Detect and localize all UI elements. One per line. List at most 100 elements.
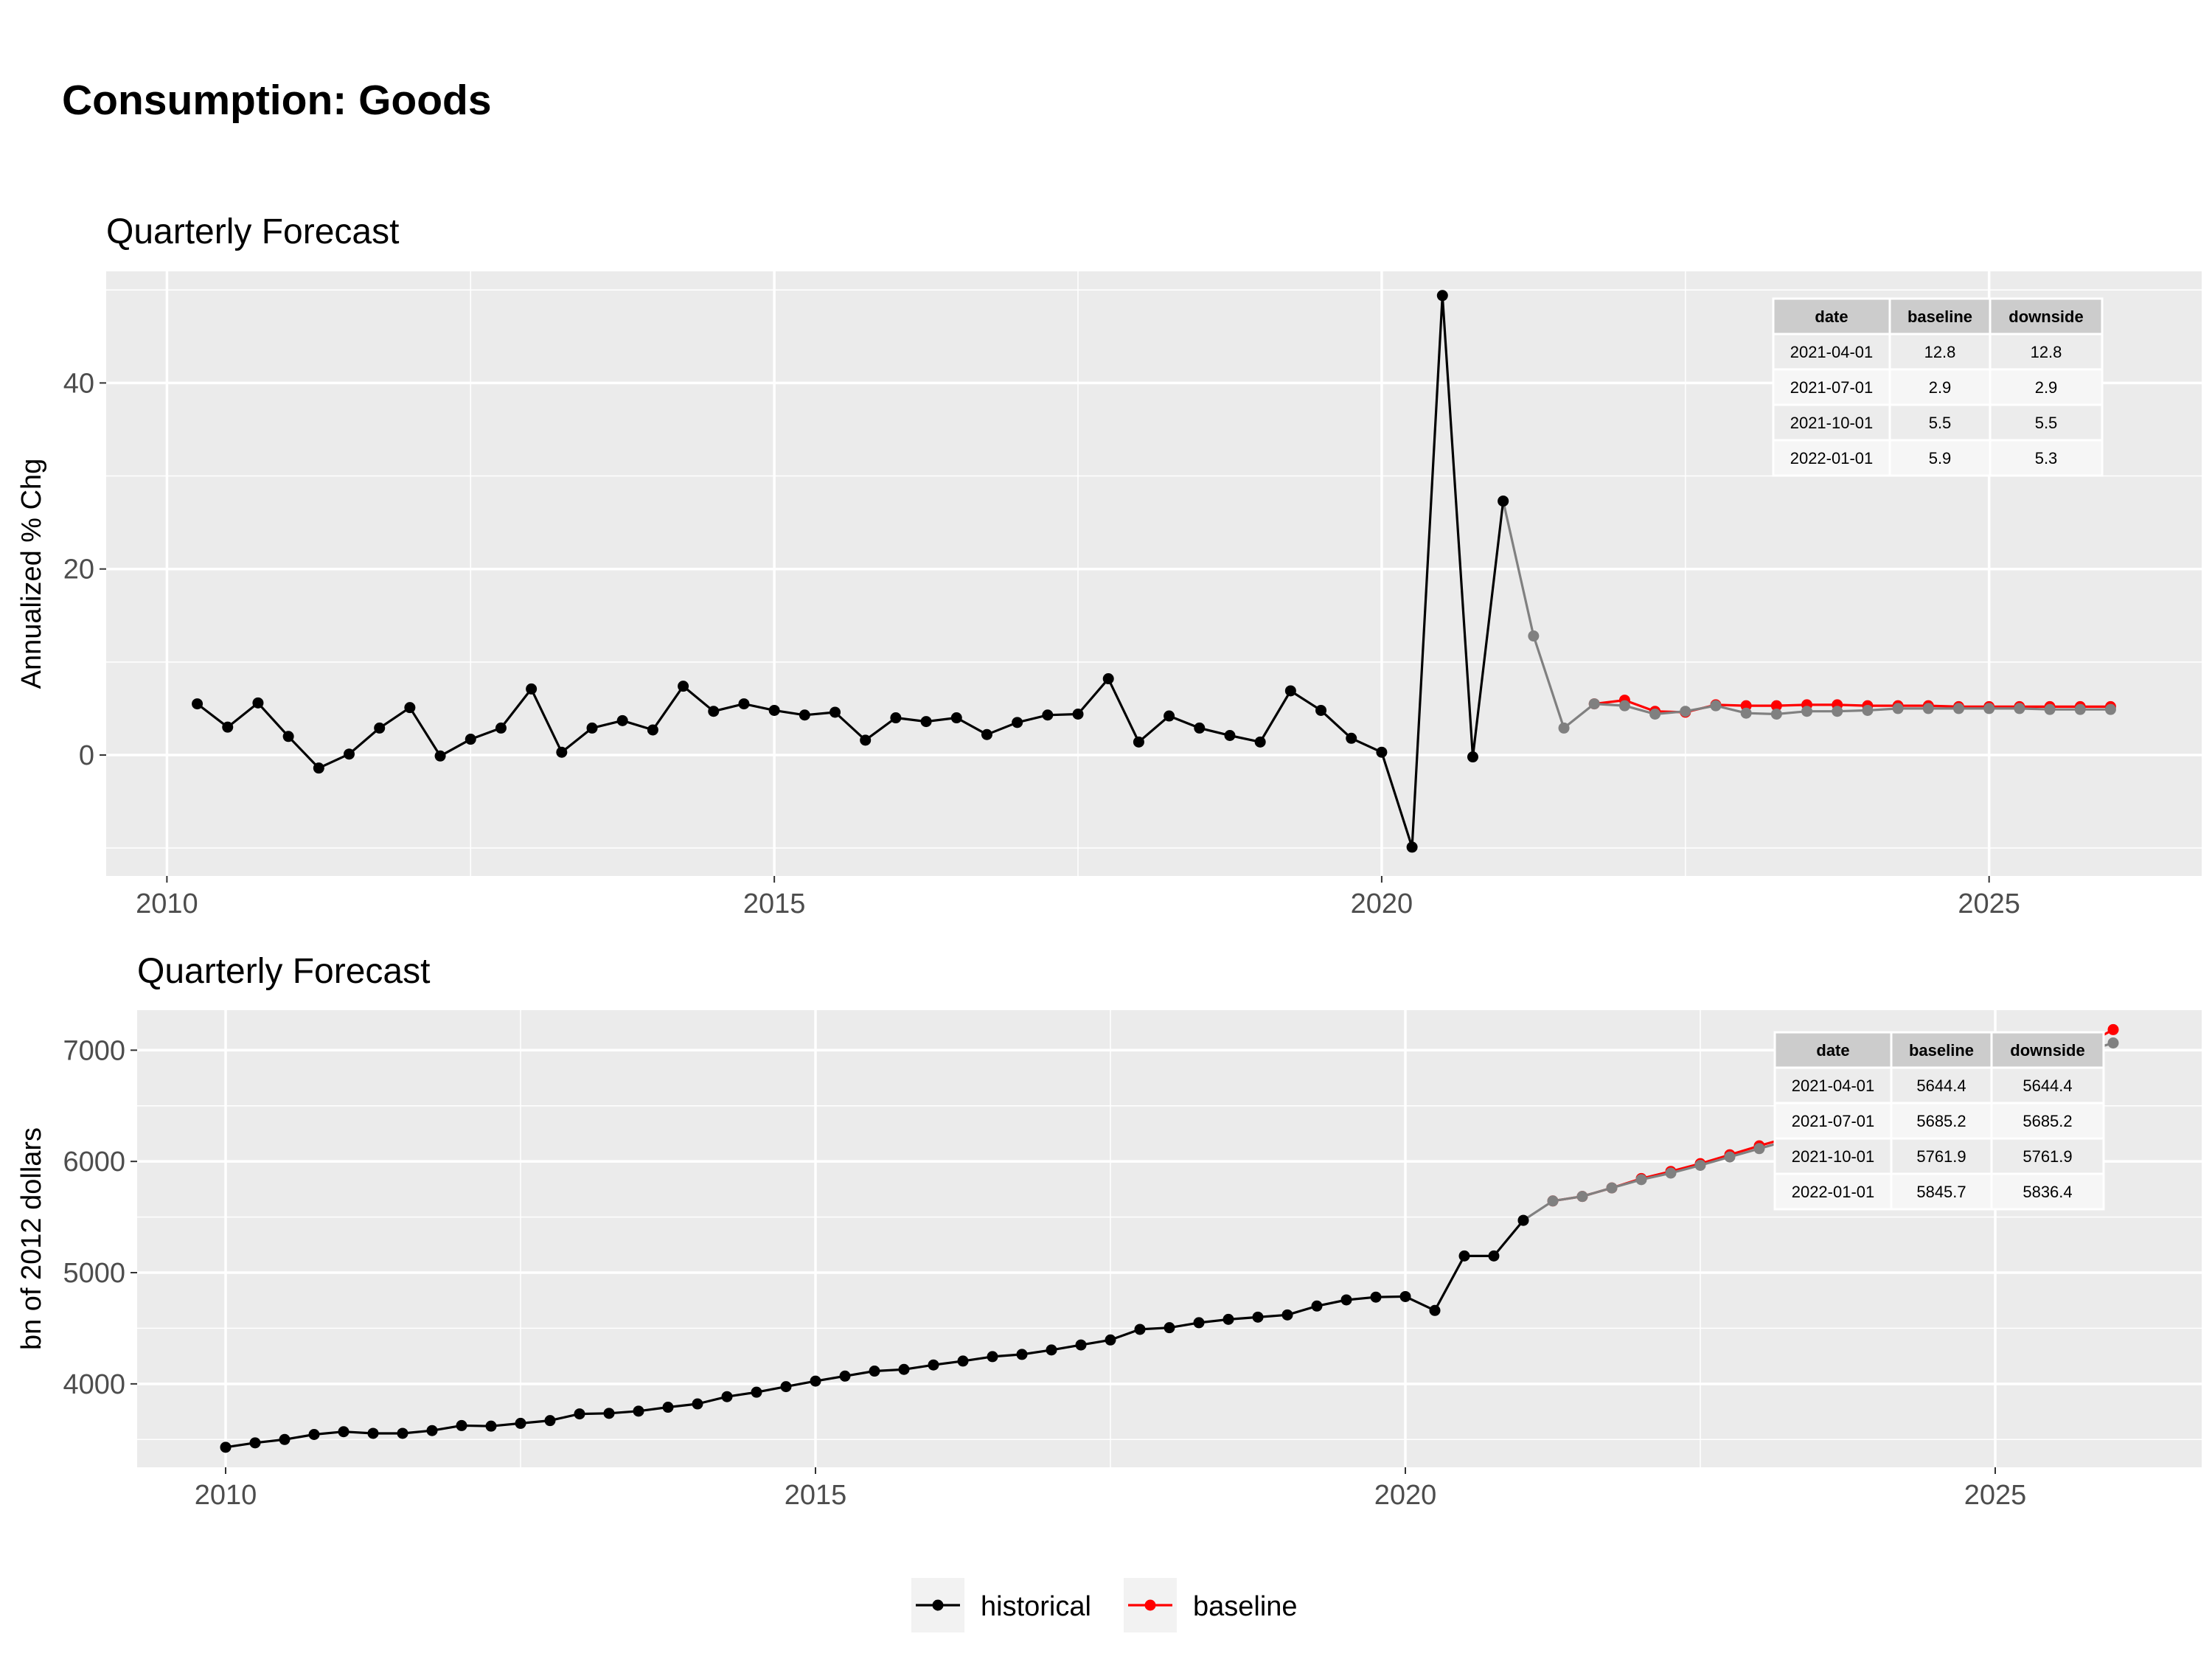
x-tick-label: 2010 [195, 1480, 257, 1511]
y-tick-label: 4000 [63, 1369, 125, 1400]
legend: historical baseline [911, 1578, 1298, 1632]
table-cell-text: 5685.2 [2023, 1112, 2072, 1130]
data-point-historical [1488, 1250, 1500, 1262]
data-point-historical [344, 748, 355, 760]
table-cell-text: 2022-01-01 [1790, 449, 1874, 467]
data-point-downside [2044, 703, 2056, 715]
data-point-historical [708, 706, 720, 717]
data-point-historical [1164, 1322, 1175, 1334]
table-cell-text: 5761.9 [2023, 1147, 2072, 1166]
data-point-historical [692, 1398, 703, 1410]
series-historical [220, 1214, 1529, 1453]
table-header-cell [1990, 1031, 2105, 1069]
table-cell [1989, 333, 2104, 371]
data-point-historical [721, 1391, 733, 1402]
x-tick-label: 2025 [1964, 1480, 2027, 1511]
value-table: date baseline downside 2021-04-01 12.8 12.8 20… [1772, 297, 2104, 477]
table-cell-text: 5845.7 [1916, 1183, 1966, 1201]
data-point-historical [308, 1428, 320, 1440]
data-point-historical [839, 1370, 851, 1382]
data-point-downside [2107, 1037, 2119, 1049]
data-point-downside [1558, 722, 1570, 734]
data-point-historical [780, 1381, 792, 1393]
table-cell [1773, 1172, 1893, 1211]
data-point-historical [751, 1386, 762, 1398]
data-point-historical [1012, 717, 1023, 728]
data-point-historical [768, 704, 780, 716]
data-point-historical [1346, 732, 1357, 744]
legend-label: baseline [1193, 1591, 1298, 1622]
data-point-historical [1498, 495, 1509, 507]
legend-key-point [1144, 1599, 1156, 1611]
y-axis-title: Annualized % Chg [16, 459, 47, 689]
table-cell-text: 5644.4 [1916, 1077, 1966, 1095]
y-axis-title: bn of 2012 dollars [16, 1127, 47, 1350]
data-point-historical [367, 1427, 379, 1439]
table-cell-text: 5.5 [2035, 414, 2058, 432]
table-cell [1989, 403, 2104, 442]
data-point-downside [1649, 708, 1661, 720]
data-point-downside [2014, 703, 2025, 714]
data-point-historical [1376, 746, 1388, 758]
panel-title: Quarterly Forecast [137, 952, 430, 991]
table-cell-text: 5.9 [1929, 449, 1952, 467]
data-point-downside [1892, 703, 1904, 714]
data-point-historical [1224, 730, 1236, 742]
table-cell-text: 2021-07-01 [1790, 378, 1874, 397]
data-point-historical [1075, 1339, 1087, 1351]
table-cell-text: 5.3 [2035, 449, 2058, 467]
table-cell [1990, 1172, 2105, 1211]
table-cell-text: 12.8 [1924, 343, 1956, 361]
data-point-historical [1517, 1214, 1529, 1226]
data-point-historical [456, 1419, 467, 1431]
data-point-historical [950, 712, 962, 724]
table-cell-text: 2.9 [1929, 378, 1952, 397]
data-point-historical [1436, 290, 1448, 302]
table-header-text: baseline [1907, 307, 1972, 326]
data-point-historical [485, 1420, 497, 1432]
data-point-historical [252, 697, 264, 709]
y-tick-label: 0 [79, 740, 94, 771]
data-point-historical [222, 721, 234, 733]
data-point-downside [1952, 703, 1964, 714]
y-tick-label: 6000 [63, 1147, 125, 1178]
data-point-historical [434, 750, 446, 762]
data-point-downside [1606, 1182, 1618, 1194]
legend-item-baseline: baseline [1124, 1578, 1298, 1632]
data-point-historical [928, 1359, 939, 1371]
data-point-downside [1801, 706, 1813, 717]
data-point-downside [2104, 703, 2116, 715]
table-cell-text: 5685.2 [1916, 1112, 1966, 1130]
data-point-downside [1724, 1151, 1736, 1163]
data-point-historical [647, 724, 658, 736]
table-header-cell [1772, 297, 1891, 335]
data-point-historical [526, 683, 538, 695]
data-point-historical [1194, 722, 1206, 734]
panel-title: Quarterly Forecast [106, 212, 399, 251]
value-table: date baseline downside 2021-04-01 5644.4 5644… [1773, 1031, 2105, 1211]
data-point-historical [898, 1363, 910, 1375]
data-point-historical [397, 1427, 408, 1439]
data-point-downside [1528, 630, 1540, 642]
table-header-text: date [1816, 1041, 1849, 1060]
data-point-downside [1770, 708, 1782, 720]
data-point-historical [192, 698, 204, 710]
table-cell [1773, 1066, 1893, 1105]
x-tick-label: 2025 [1958, 888, 2020, 919]
data-point-downside [1740, 707, 1752, 719]
data-point-historical [662, 1402, 674, 1413]
data-point-historical [603, 1408, 615, 1419]
table-cell [1990, 1137, 2105, 1175]
data-point-downside [1694, 1159, 1706, 1171]
table-cell-text: 2021-10-01 [1792, 1147, 1875, 1166]
data-point-historical [920, 716, 932, 728]
data-point-downside [1665, 1167, 1677, 1179]
x-tick-label: 2015 [743, 888, 806, 919]
data-point-downside [1922, 703, 1934, 714]
table-cell [1890, 1172, 1993, 1211]
y-tick-label: 7000 [63, 1035, 125, 1066]
data-point-historical [1311, 1300, 1323, 1312]
data-point-historical [1042, 709, 1054, 721]
table-header-text: date [1815, 307, 1848, 326]
data-point-historical [1315, 704, 1327, 716]
